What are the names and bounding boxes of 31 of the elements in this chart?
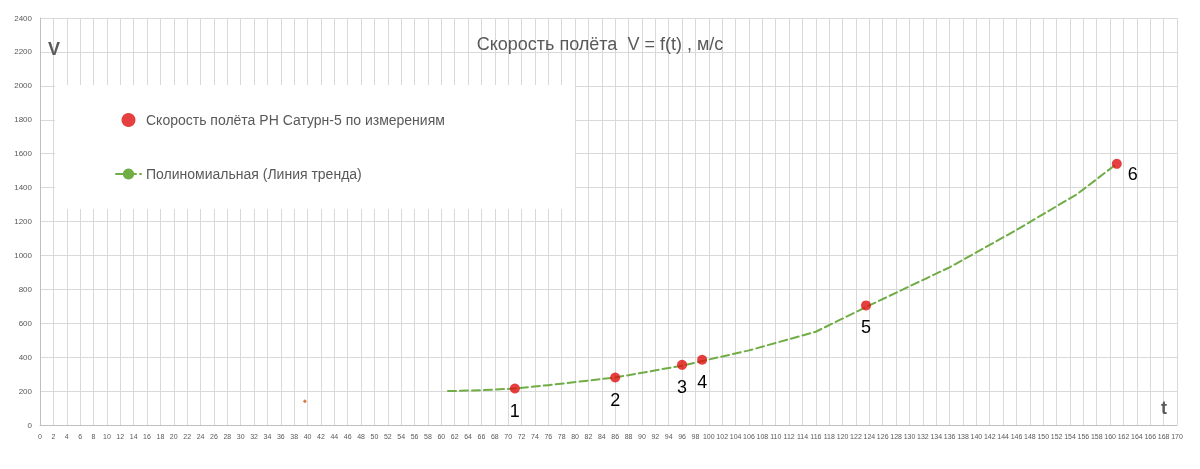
annotation: 1: [509, 400, 520, 421]
annotation: 2: [610, 389, 621, 410]
y-tick-label: 1800: [14, 115, 33, 125]
y-tick-label: 2400: [14, 13, 33, 23]
point: [509, 383, 520, 394]
annotation: 5: [860, 317, 871, 338]
y-tick-label: 1200: [14, 217, 33, 226]
y-tick-label: 200: [18, 386, 33, 396]
y-tick-label: 2000: [14, 81, 33, 91]
annotation: 3: [677, 376, 688, 397]
annotation: 6: [1127, 163, 1138, 184]
point: [861, 300, 871, 311]
point: [610, 372, 621, 383]
y-tick-label: 0: [27, 420, 33, 430]
y-axis-title: V: [48, 39, 61, 59]
legend-label: Скорость полёта РН Сатурн-5 по измерениям: [146, 112, 445, 128]
text: Скорость полёта V = f(t) , м/с: [476, 34, 724, 54]
y-tick-label: 1000: [14, 250, 33, 260]
point: [302, 399, 307, 404]
x-axis-title: t: [1161, 398, 1167, 418]
legend-label: Полиномиальная (Линия тренда): [146, 166, 362, 182]
point: [697, 354, 708, 365]
point: [677, 359, 688, 370]
y-tick-label: 1400: [14, 183, 33, 193]
point: [1111, 158, 1122, 169]
y-tick-label: 2200: [14, 47, 33, 57]
y-tick-label: 400: [18, 352, 33, 362]
y-tick-label: 800: [18, 284, 33, 294]
annotation: 4: [697, 371, 708, 392]
y-tick-label: 600: [18, 318, 33, 328]
y-tick-label: 1600: [14, 149, 33, 159]
